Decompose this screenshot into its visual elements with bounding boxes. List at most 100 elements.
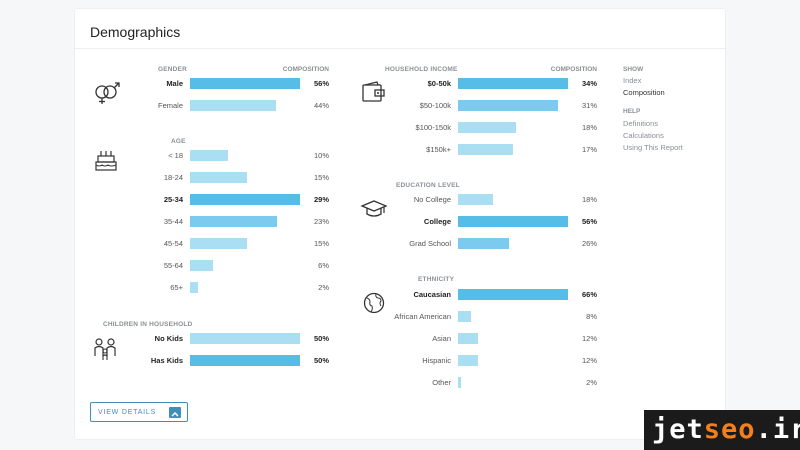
demographics-card: Demographics xyxy=(74,8,726,440)
ethnicity-row-label: African American xyxy=(394,312,451,321)
age-row-label: 35-44 xyxy=(163,217,183,226)
kids-section-title: CHILDREN IN HOUSEHOLD xyxy=(103,321,193,328)
ethnicity-bar xyxy=(458,333,478,344)
education-row-label: College xyxy=(423,217,451,226)
ethnicity-row-label: Hispanic xyxy=(422,356,451,365)
education-row-label: Grad School xyxy=(409,239,451,248)
age-row-label: 18-24 xyxy=(163,173,183,182)
education-percent: 26% xyxy=(581,239,597,248)
income-percent: 34% xyxy=(581,79,597,88)
age-bar xyxy=(190,238,247,249)
watermark-logo: jetseo.ir xyxy=(644,410,800,450)
ethnicity-percent: 66% xyxy=(581,290,597,299)
gender-row-label: Male xyxy=(166,79,183,88)
age-percent: 29% xyxy=(313,195,329,204)
kids-percent: 50% xyxy=(313,334,329,343)
age-percent: 2% xyxy=(318,283,329,292)
age-row-label: 55-64 xyxy=(163,261,183,270)
age-section-title: AGE xyxy=(171,138,186,145)
income-bar xyxy=(458,144,513,155)
age-row-label: 45-54 xyxy=(163,239,183,248)
income-composition-header: COMPOSITION xyxy=(550,66,597,73)
kids-row-label: No Kids xyxy=(154,334,183,343)
page-title: Demographics xyxy=(90,24,181,40)
education-bar xyxy=(458,194,494,205)
wallet-icon xyxy=(362,81,385,102)
age-bar xyxy=(190,282,198,293)
ethnicity-row-label: Asian xyxy=(432,334,451,343)
ethnicity-bar xyxy=(458,311,472,322)
income-percent: 31% xyxy=(581,101,597,110)
help-heading: HELP xyxy=(623,108,641,115)
gender-composition-header: COMPOSITION xyxy=(282,66,329,73)
income-row-label: $100-150k xyxy=(415,123,451,132)
age-bar xyxy=(190,172,247,183)
gender-section-title: GENDER xyxy=(158,66,188,73)
gender-row-label: Female xyxy=(157,101,183,110)
chevron-up-icon xyxy=(169,407,181,418)
income-section-title: HOUSEHOLD INCOME xyxy=(385,66,458,73)
age-percent: 15% xyxy=(313,239,329,248)
view-details-label: VIEW DETAILS xyxy=(98,409,157,416)
gender-bar xyxy=(190,78,300,89)
kids-bar xyxy=(190,333,300,344)
age-percent: 10% xyxy=(313,151,329,160)
show-heading: SHOW xyxy=(623,66,644,73)
help-using-report-link[interactable]: Using This Report xyxy=(623,143,683,152)
ethnicity-row-label: Caucasian xyxy=(413,290,451,299)
age-row-label: 25-34 xyxy=(163,195,183,204)
income-percent: 17% xyxy=(581,145,597,154)
age-bar xyxy=(190,150,228,161)
age-row-label: 65+ xyxy=(170,283,183,292)
logo-part-ir: .ir xyxy=(755,414,800,445)
age-percent: 6% xyxy=(318,261,329,270)
ethnicity-percent: 12% xyxy=(581,356,597,365)
education-section-title: EDUCATION LEVEL xyxy=(396,182,460,189)
help-definitions-link[interactable]: Definitions xyxy=(623,119,659,128)
kids-row-label: Has Kids xyxy=(150,356,183,365)
view-details-button[interactable]: VIEW DETAILS xyxy=(90,402,188,422)
age-percent: 15% xyxy=(313,173,329,182)
age-bar xyxy=(190,260,213,271)
education-bar xyxy=(458,216,568,227)
card-header: Demographics xyxy=(75,9,725,49)
kids-bar xyxy=(190,355,300,366)
gender-bar xyxy=(190,100,277,111)
family-icon xyxy=(94,338,116,360)
ethnicity-bar xyxy=(458,377,462,388)
education-row-label: No College xyxy=(413,195,451,204)
show-index-link[interactable]: Index xyxy=(623,76,642,85)
logo-part-jet: jet xyxy=(652,414,704,445)
education-percent: 56% xyxy=(581,217,597,226)
income-row-label: $0-50k xyxy=(427,79,451,88)
ethnicity-bar xyxy=(458,355,478,366)
birthday-cake-icon xyxy=(95,151,117,171)
age-bar xyxy=(190,194,300,205)
income-bar xyxy=(458,100,559,111)
help-calculations-link[interactable]: Calculations xyxy=(623,131,664,140)
ethnicity-percent: 12% xyxy=(581,334,597,343)
ethnicity-percent: 2% xyxy=(586,378,597,387)
income-percent: 18% xyxy=(581,123,597,132)
show-composition-link[interactable]: Composition xyxy=(623,88,665,97)
age-bar xyxy=(190,216,278,227)
income-bar xyxy=(458,122,517,133)
logo-part-seo: seo xyxy=(703,414,756,445)
ethnicity-percent: 8% xyxy=(586,312,597,321)
ethnicity-row-label: Other xyxy=(432,378,451,387)
income-row-label: $150k+ xyxy=(426,145,451,154)
education-bar xyxy=(458,238,510,249)
kids-percent: 50% xyxy=(313,356,329,365)
ethnicity-section-title: ETHNICITY xyxy=(418,276,455,283)
income-row-label: $50-100k xyxy=(419,101,451,110)
gender-icon xyxy=(95,82,120,104)
education-percent: 18% xyxy=(581,195,597,204)
ethnicity-bar xyxy=(458,289,568,300)
graduation-cap-icon xyxy=(360,200,388,217)
income-bar xyxy=(458,78,568,89)
age-percent: 23% xyxy=(313,217,329,226)
gender-percent: 44% xyxy=(313,101,329,110)
globe-icon xyxy=(363,292,385,314)
gender-percent: 56% xyxy=(313,79,329,88)
age-row-label: < 18 xyxy=(168,151,183,160)
